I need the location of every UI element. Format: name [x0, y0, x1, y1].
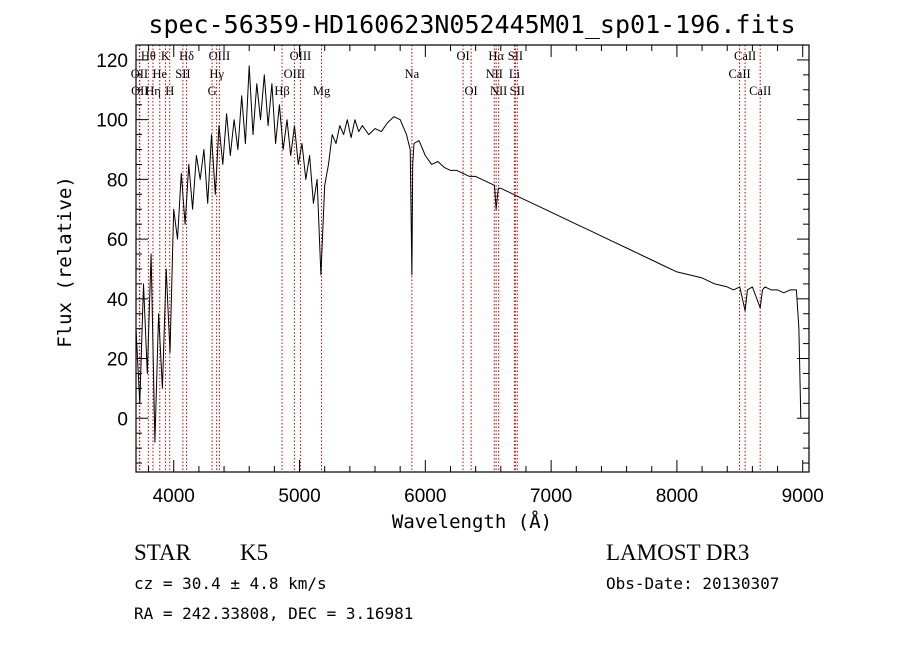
x-tick-label-5: 9000: [782, 486, 824, 507]
y-tick-label-1: 20: [107, 350, 128, 371]
redshift-text: cz = 30.4 ± 4.8 km/s: [134, 574, 327, 593]
y-tick-label-4: 80: [107, 170, 128, 191]
x-tick-label-2: 6000: [404, 486, 446, 507]
y-tick-label-6: 120: [96, 51, 128, 72]
line-marker-label-3: Hη: [145, 84, 161, 98]
x-axis-label: Wavelength (Å): [392, 510, 552, 533]
y-tick-label-3: 60: [107, 230, 128, 251]
line-marker-label-22: SII: [508, 49, 523, 63]
x-tick-label-4: 8000: [656, 486, 698, 507]
line-marker-label-6: H: [165, 84, 174, 98]
y-tick-label-5: 100: [96, 111, 128, 132]
y-tick-label-2: 40: [107, 290, 128, 311]
chart-title: spec-56359-HD160623N052445M01_sp01-196.f…: [148, 10, 795, 39]
survey-name: LAMOST DR3: [606, 540, 749, 565]
line-marker-label-0: Hθ: [141, 49, 156, 63]
object-class: STAR: [134, 540, 192, 565]
obs-date: Obs-Date: 20130307: [606, 574, 779, 593]
line-markers: HθOIIOIIHηHeKHSIIHδOIIIHγGHβOIIIOIIIMgNa…: [131, 45, 771, 472]
line-marker-label-15: Mg: [313, 84, 331, 98]
line-marker-label-11: G: [208, 84, 217, 98]
series-layer: [135, 65, 802, 443]
coordinates-text: RA = 242.33808, DEC = 3.16981: [134, 604, 413, 623]
y-tick-label-0: 0: [117, 409, 128, 430]
line-marker-label-23: SII: [510, 84, 525, 98]
line-marker-label-25: CaII: [734, 49, 756, 63]
line-marker-label-13: OIII: [284, 67, 306, 81]
line-marker-label-5: K: [161, 49, 170, 63]
y-axis-label: Flux (relative): [54, 176, 76, 348]
line-marker-label-20: NII: [486, 67, 503, 81]
line-marker-label-17: OI: [456, 49, 469, 63]
line-marker-label-9: OIII: [209, 49, 231, 63]
line-marker-label-8: Hδ: [179, 49, 194, 63]
line-marker-label-10: Hγ: [209, 67, 224, 81]
line-marker-label-7: SII: [175, 67, 190, 81]
line-marker-label-16: Na: [405, 67, 420, 81]
y-axis-ticks: 0 20 40 60 80 100 120: [96, 44, 809, 464]
plot-frame: [135, 44, 810, 473]
line-marker-label-18: OI: [465, 84, 478, 98]
series-spectrum: [135, 65, 802, 443]
line-marker-label-27: CaII: [749, 84, 771, 98]
line-marker-label-4: He: [152, 67, 167, 81]
line-marker-label-21: NII: [490, 84, 507, 98]
x-axis-ticks: 4000 5000 6000 7000 8000 9000: [148, 45, 824, 507]
line-marker-label-14: OIII: [290, 49, 312, 63]
x-tick-label-0: 4000: [153, 486, 195, 507]
x-tick-label-3: 7000: [530, 486, 572, 507]
x-tick-label-1: 5000: [278, 486, 320, 507]
line-marker-label-26: CaII: [728, 67, 750, 81]
line-marker-label-19: Hα: [488, 49, 504, 63]
line-marker-label-24: Li: [509, 67, 521, 81]
line-marker-label-12: Hβ: [274, 84, 289, 98]
object-subclass: K5: [240, 540, 268, 565]
